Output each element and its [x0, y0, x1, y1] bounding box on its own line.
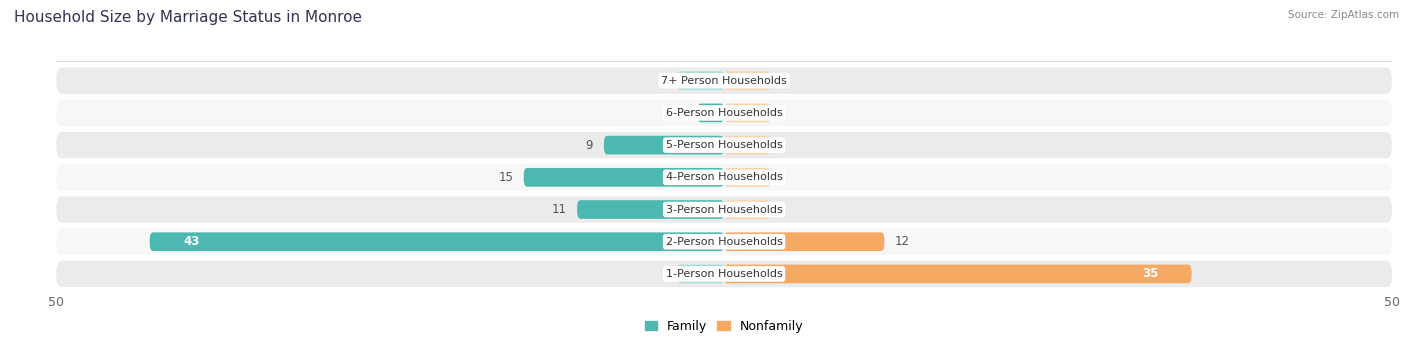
Text: 0: 0 [778, 106, 785, 119]
Text: 0: 0 [664, 267, 671, 280]
Text: 0: 0 [778, 171, 785, 184]
FancyBboxPatch shape [578, 200, 724, 219]
FancyBboxPatch shape [678, 265, 724, 283]
Text: 6-Person Households: 6-Person Households [665, 108, 783, 118]
FancyBboxPatch shape [697, 104, 724, 122]
Text: Household Size by Marriage Status in Monroe: Household Size by Marriage Status in Mon… [14, 10, 363, 25]
FancyBboxPatch shape [56, 100, 1392, 126]
Legend: Family, Nonfamily: Family, Nonfamily [640, 315, 808, 338]
FancyBboxPatch shape [56, 164, 1392, 191]
Text: 0: 0 [778, 74, 785, 87]
FancyBboxPatch shape [724, 233, 884, 251]
Text: 11: 11 [551, 203, 567, 216]
FancyBboxPatch shape [724, 200, 770, 219]
FancyBboxPatch shape [56, 261, 1392, 287]
Text: 1-Person Households: 1-Person Households [665, 269, 783, 279]
Text: 12: 12 [896, 235, 910, 248]
FancyBboxPatch shape [56, 196, 1392, 223]
FancyBboxPatch shape [605, 136, 724, 154]
Text: 0: 0 [778, 203, 785, 216]
Text: 4-Person Households: 4-Person Households [665, 172, 783, 182]
Text: 2: 2 [679, 106, 686, 119]
FancyBboxPatch shape [56, 132, 1392, 158]
Text: 43: 43 [183, 235, 200, 248]
FancyBboxPatch shape [724, 71, 770, 90]
FancyBboxPatch shape [56, 68, 1392, 94]
FancyBboxPatch shape [724, 104, 770, 122]
FancyBboxPatch shape [150, 233, 724, 251]
Text: 3-Person Households: 3-Person Households [665, 205, 783, 214]
Text: 5-Person Households: 5-Person Households [665, 140, 783, 150]
FancyBboxPatch shape [724, 168, 770, 187]
Text: 15: 15 [498, 171, 513, 184]
FancyBboxPatch shape [724, 136, 770, 154]
FancyBboxPatch shape [724, 265, 1192, 283]
Text: 35: 35 [1142, 267, 1159, 280]
FancyBboxPatch shape [524, 168, 724, 187]
FancyBboxPatch shape [56, 228, 1392, 255]
Text: Source: ZipAtlas.com: Source: ZipAtlas.com [1288, 10, 1399, 20]
Text: 0: 0 [664, 74, 671, 87]
FancyBboxPatch shape [678, 71, 724, 90]
Text: 2-Person Households: 2-Person Households [665, 237, 783, 247]
Text: 9: 9 [586, 138, 593, 152]
Text: 7+ Person Households: 7+ Person Households [661, 76, 787, 86]
Text: 0: 0 [778, 138, 785, 152]
